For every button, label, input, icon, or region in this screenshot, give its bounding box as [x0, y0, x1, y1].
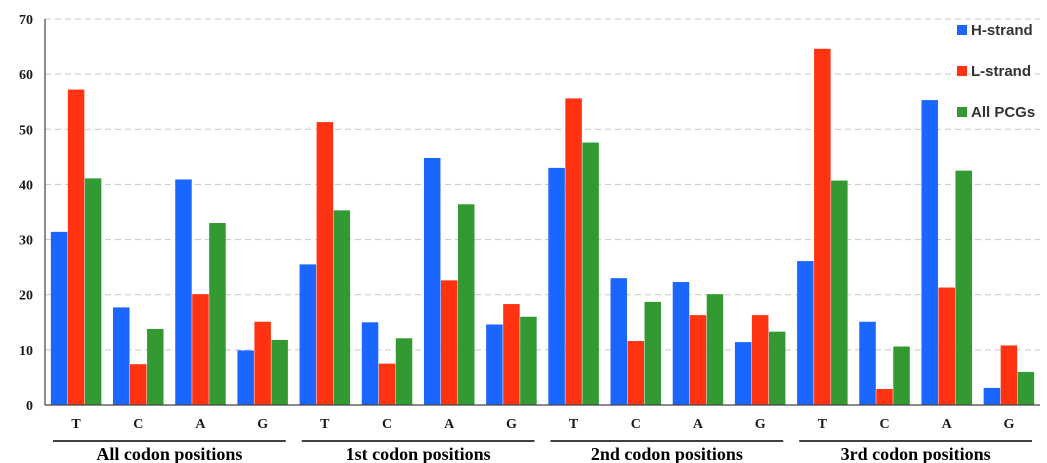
- bar-all-pcgs: [893, 346, 910, 405]
- bar-h-strand: [361, 322, 379, 405]
- bar-h-strand: [486, 324, 503, 405]
- bar-h-strand: [983, 387, 1001, 405]
- y-tick-label: 60: [19, 68, 33, 83]
- y-tick-label: 10: [19, 344, 33, 359]
- x-category-label: T: [320, 417, 330, 432]
- bar-h-strand: [672, 282, 690, 405]
- bar-all-pcgs: [831, 180, 848, 405]
- y-tick-label: 20: [19, 289, 33, 304]
- x-category-label: C: [879, 417, 889, 432]
- bar-h-strand: [548, 167, 565, 405]
- y-tick-label: 30: [19, 234, 33, 249]
- bar-l-strand: [689, 315, 707, 405]
- x-category-label: A: [444, 417, 455, 432]
- legend-label: All PCGs: [971, 104, 1035, 121]
- bar-all-pcgs: [955, 170, 972, 405]
- bar-h-strand: [859, 321, 876, 405]
- x-category-label: T: [71, 417, 81, 432]
- legend-label: H-strand: [971, 22, 1033, 39]
- bar-l-strand: [627, 341, 645, 405]
- bar-l-strand: [751, 315, 769, 405]
- bar-all-pcgs: [147, 328, 164, 405]
- bar-l-strand: [876, 389, 893, 405]
- x-category-label: A: [942, 417, 953, 432]
- bar-all-pcgs: [457, 204, 475, 405]
- bar-l-strand: [378, 363, 396, 405]
- group-label: 3rd codon positions: [841, 444, 991, 463]
- bar-l-strand: [565, 98, 582, 406]
- bar-l-strand: [503, 304, 520, 405]
- bar-h-strand: [237, 350, 254, 405]
- x-category-label: G: [755, 417, 766, 432]
- bar-l-strand: [938, 287, 955, 405]
- y-tick-label: 40: [19, 178, 33, 193]
- bar-all-pcgs: [333, 210, 351, 405]
- x-category-label: C: [382, 417, 392, 432]
- bar-all-pcgs: [582, 142, 599, 405]
- y-tick-label: 0: [26, 399, 33, 414]
- legend-swatch: [957, 25, 967, 35]
- legend-swatch: [957, 66, 967, 76]
- bar-all-pcgs: [706, 294, 724, 405]
- bar-l-strand: [316, 122, 334, 406]
- group-label: All codon positions: [96, 444, 242, 463]
- x-category-label: G: [506, 417, 517, 432]
- bars: [50, 48, 1035, 406]
- bar-all-pcgs: [84, 178, 102, 405]
- bar-all-pcgs: [768, 331, 786, 405]
- bar-h-strand: [423, 157, 441, 405]
- bar-h-strand: [175, 179, 192, 405]
- bar-l-strand: [440, 280, 458, 405]
- bar-l-strand: [192, 294, 209, 405]
- bar-h-strand: [921, 100, 938, 405]
- y-tick-label: 50: [19, 123, 33, 138]
- x-category-label: G: [257, 417, 268, 432]
- group-label: 2nd codon positions: [591, 444, 743, 463]
- bar-l-strand: [254, 321, 271, 405]
- bar-h-strand: [797, 261, 814, 405]
- y-tick-label: 70: [19, 13, 33, 28]
- legend: H-strand L-strand All PCGs: [957, 22, 1035, 121]
- bar-l-strand: [1000, 345, 1018, 405]
- x-category-label: G: [1003, 417, 1014, 432]
- bar-h-strand: [610, 278, 628, 405]
- bar-l-strand: [814, 48, 831, 406]
- bar-h-strand: [50, 231, 68, 405]
- bar-all-pcgs: [644, 301, 662, 405]
- x-category-label: C: [631, 417, 641, 432]
- x-category-label: T: [569, 417, 579, 432]
- legend-label: L-strand: [971, 63, 1031, 80]
- x-category-label: C: [133, 417, 143, 432]
- bar-all-pcgs: [1017, 371, 1035, 405]
- bar-all-pcgs: [209, 223, 226, 405]
- bar-h-strand: [113, 307, 130, 405]
- x-category-label: T: [818, 417, 828, 432]
- x-category-label: A: [195, 417, 206, 432]
- legend-swatch: [957, 107, 967, 117]
- bar-h-strand: [299, 264, 317, 405]
- bar-h-strand: [734, 342, 752, 405]
- axes: 0 10 20 30 40 50 60 70 T C A G T C A G T C A G T C A G All codon…: [19, 13, 1040, 463]
- bar-l-strand: [67, 89, 85, 405]
- bar-all-pcgs: [395, 338, 413, 405]
- bar-all-pcgs: [271, 339, 288, 405]
- bar-l-strand: [130, 364, 147, 405]
- bar-all-pcgs: [520, 316, 537, 405]
- x-category-label: A: [693, 417, 704, 432]
- group-label: 1st codon positions: [346, 444, 491, 463]
